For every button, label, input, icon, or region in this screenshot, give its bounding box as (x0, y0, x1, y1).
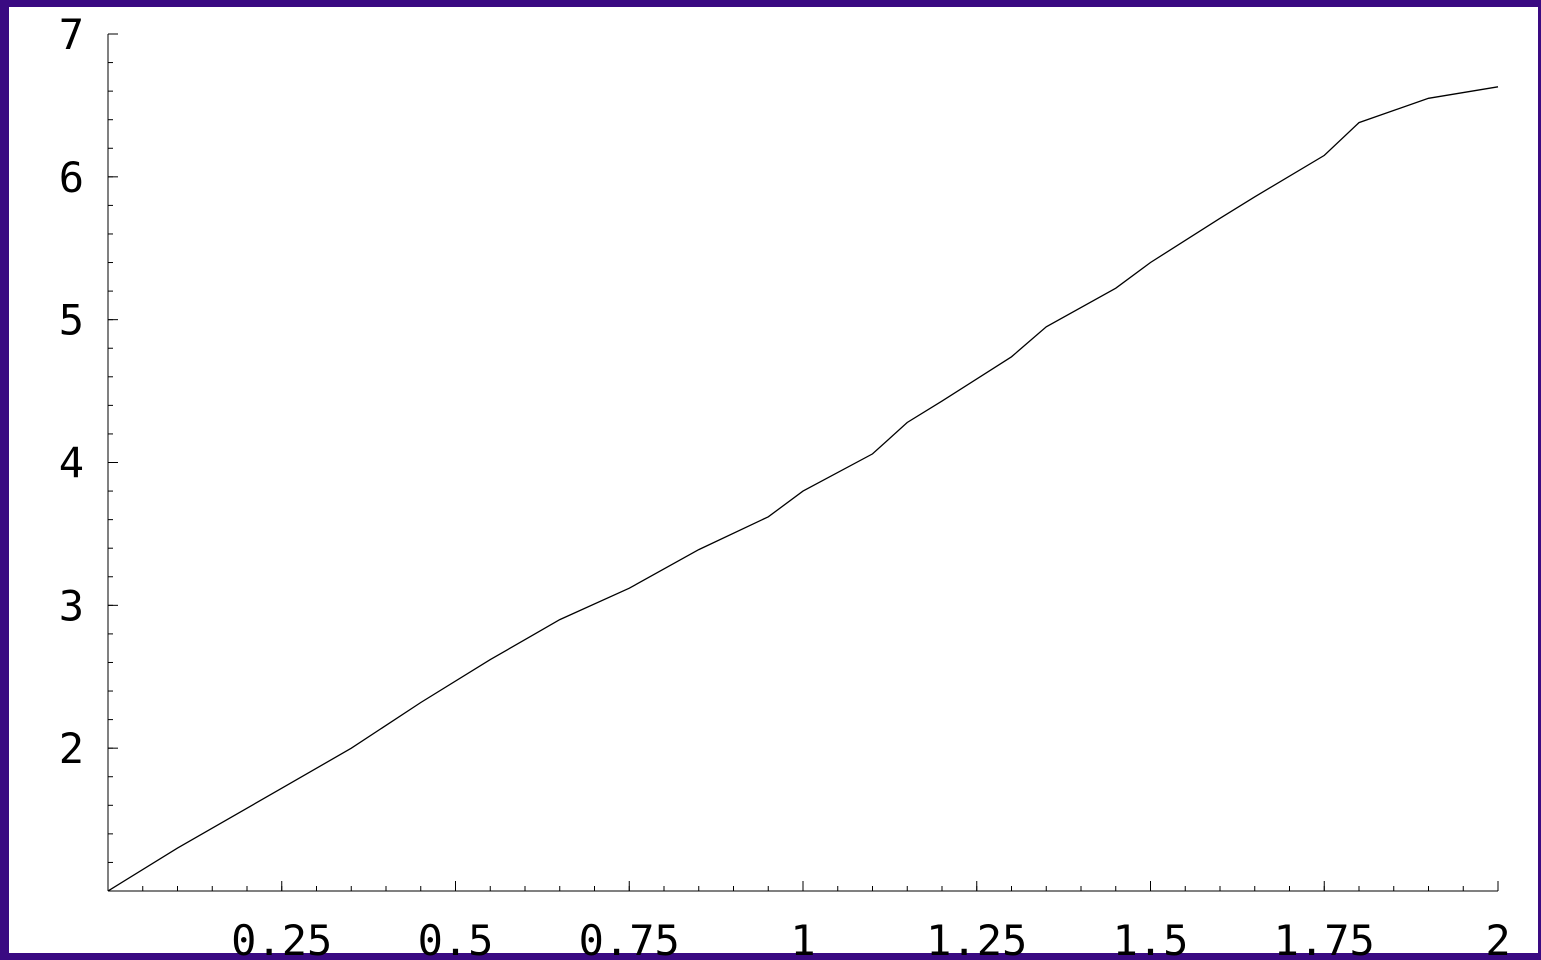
axes (107, 33, 1499, 892)
x-tick-label: 2 (1485, 916, 1510, 960)
line-chart: 0.25 0.5 0.75 1 1.25 1.5 1.75 2 2 3 4 5 6 7 (59, 10, 1511, 960)
x-tick-label: 0.5 (418, 916, 494, 960)
x-tick-label: 1.75 (1274, 916, 1375, 960)
y-tick-label: 3 (59, 581, 84, 630)
y-tick-label: 4 (59, 439, 84, 488)
y-tick-label: 5 (59, 296, 84, 345)
tick-labels: 0.25 0.5 0.75 1 1.25 1.5 1.75 2 2 3 4 5 6 7 (59, 10, 1511, 960)
series-line (107, 86, 1499, 892)
y-tick-label: 2 (59, 724, 84, 773)
series-layer (107, 86, 1499, 892)
x-tick-label: 1 (790, 916, 815, 960)
x-tick-label: 1.25 (926, 916, 1027, 960)
x-tick-label: 0.75 (579, 916, 680, 960)
x-tick-label: 0.25 (231, 916, 332, 960)
y-tick-label: 7 (59, 10, 84, 59)
x-tick-label: 1.5 (1113, 916, 1189, 960)
y-tick-label: 6 (59, 153, 84, 202)
